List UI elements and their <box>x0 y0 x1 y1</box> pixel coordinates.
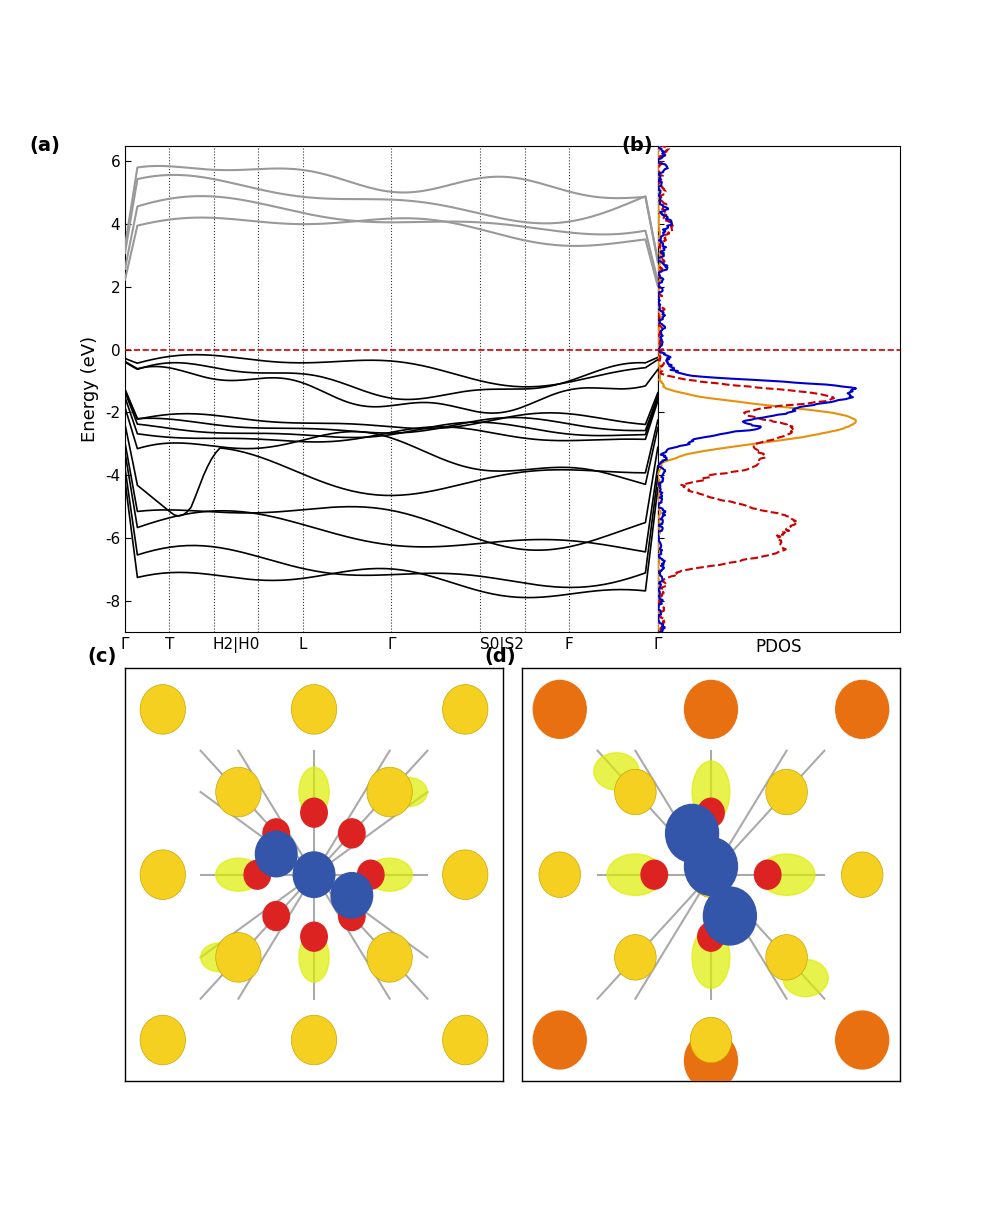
Circle shape <box>766 769 807 815</box>
Circle shape <box>367 767 412 816</box>
Circle shape <box>698 922 724 951</box>
Cu 3d <box>728 394 740 408</box>
Circle shape <box>615 769 656 815</box>
Circle shape <box>255 831 297 877</box>
Circle shape <box>291 684 337 734</box>
Ellipse shape <box>299 767 329 816</box>
Cu 3d <box>654 362 666 377</box>
Circle shape <box>301 798 327 827</box>
Circle shape <box>685 1032 737 1090</box>
Rh 4d <box>657 335 669 350</box>
Circle shape <box>339 819 365 848</box>
Cu 3d <box>653 151 665 165</box>
Rh 4d <box>654 625 666 639</box>
Circle shape <box>293 852 335 898</box>
Ellipse shape <box>367 858 412 892</box>
Circle shape <box>331 872 373 919</box>
Rh 4d <box>658 226 670 241</box>
Circle shape <box>615 934 656 981</box>
Cu 3d <box>652 139 664 153</box>
Circle shape <box>443 1016 488 1064</box>
Text: (a): (a) <box>29 136 60 156</box>
Cu 3d <box>653 625 665 639</box>
Cu 3d <box>654 226 666 241</box>
Circle shape <box>690 1017 732 1063</box>
Circle shape <box>443 850 488 899</box>
O 2p <box>663 226 675 241</box>
Circle shape <box>539 852 581 898</box>
Circle shape <box>216 767 261 816</box>
Rh 4d <box>829 394 841 408</box>
Ellipse shape <box>692 761 730 823</box>
X-axis label: PDOS: PDOS <box>756 638 802 656</box>
Text: (c): (c) <box>87 648 117 666</box>
Rh 4d <box>656 151 668 165</box>
Line: Rh 4d: Rh 4d <box>658 146 856 632</box>
O 2p <box>828 391 840 406</box>
Circle shape <box>685 680 737 739</box>
Ellipse shape <box>299 933 329 982</box>
O 2p <box>656 139 668 153</box>
Circle shape <box>339 902 365 931</box>
Text: (d): (d) <box>484 648 516 666</box>
Rh 4d <box>668 362 680 377</box>
Circle shape <box>766 934 807 981</box>
Circle shape <box>140 850 185 899</box>
O 2p <box>655 151 667 165</box>
Ellipse shape <box>607 854 664 895</box>
Circle shape <box>140 1016 185 1064</box>
Circle shape <box>836 1011 889 1069</box>
Circle shape <box>754 860 781 889</box>
Circle shape <box>641 860 668 889</box>
Cu 3d <box>653 335 665 350</box>
Circle shape <box>263 819 289 848</box>
Circle shape <box>685 837 737 895</box>
Line: Cu 3d: Cu 3d <box>658 146 856 632</box>
Circle shape <box>698 798 724 827</box>
Circle shape <box>244 860 271 889</box>
Ellipse shape <box>783 960 828 996</box>
Circle shape <box>666 804 719 863</box>
Circle shape <box>533 1011 586 1069</box>
O 2p <box>820 394 832 408</box>
Circle shape <box>358 860 384 889</box>
Circle shape <box>301 922 327 951</box>
Rh 4d <box>652 139 664 153</box>
Circle shape <box>703 887 756 945</box>
Circle shape <box>291 1016 337 1064</box>
Ellipse shape <box>216 858 261 892</box>
Circle shape <box>263 902 289 931</box>
Cu 3d <box>704 391 716 406</box>
Ellipse shape <box>594 753 639 790</box>
Text: (b): (b) <box>621 136 653 156</box>
O 2p <box>654 335 666 350</box>
O 2p <box>657 362 669 377</box>
Circle shape <box>367 933 412 982</box>
Circle shape <box>690 852 732 898</box>
Circle shape <box>836 680 889 739</box>
Ellipse shape <box>390 778 427 807</box>
Circle shape <box>533 680 586 739</box>
Line: O 2p: O 2p <box>658 146 834 632</box>
Ellipse shape <box>201 943 238 972</box>
O 2p <box>655 625 667 639</box>
Circle shape <box>216 933 261 982</box>
Ellipse shape <box>758 854 815 895</box>
Circle shape <box>140 684 185 734</box>
Circle shape <box>841 852 883 898</box>
Y-axis label: Energy (eV): Energy (eV) <box>81 335 99 442</box>
Circle shape <box>443 684 488 734</box>
Ellipse shape <box>692 926 730 988</box>
Rh 4d <box>843 391 855 406</box>
